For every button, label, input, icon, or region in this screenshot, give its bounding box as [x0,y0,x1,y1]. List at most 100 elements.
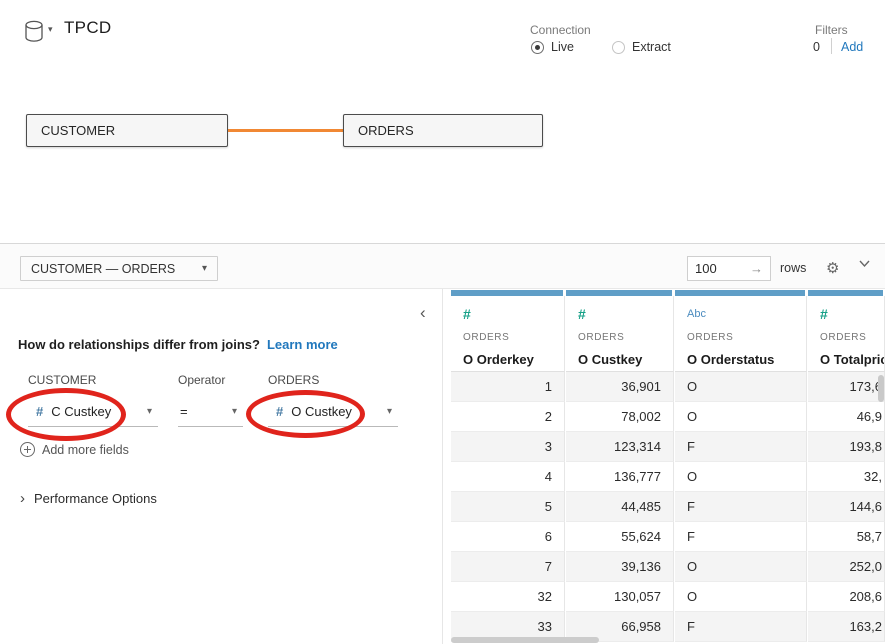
radio-extract[interactable]: Extract [612,40,671,54]
column-field-name: O Custkey [578,352,643,367]
filters-divider [831,38,832,54]
chevron-down-icon: ▾ [146,405,152,417]
number-type-icon: # [36,403,44,419]
operator-label: Operator [178,373,226,387]
text-type-icon: Abc [687,308,706,320]
canvas-table-orders-label: ORDERS [358,123,414,138]
column-accent-bar [675,290,805,296]
radio-live[interactable]: Live [531,40,574,54]
horizontal-scrollbar[interactable] [451,637,599,643]
radio-live-label: Live [551,40,574,54]
bottom-panel-toolbar: CUSTOMER — ORDERS ▾ → rows ⚙ [0,243,885,289]
grid-cell: 144,6 [808,492,885,522]
database-menu-caret-icon[interactable]: ▾ [48,24,53,34]
collapse-preview-chevron-icon[interactable] [858,257,871,275]
grid-cell: 46,9 [808,402,885,432]
grid-cell: O [675,552,807,582]
right-table-label: ORDERS [268,373,320,387]
column-accent-bar [808,290,883,296]
column-table-name: ORDERS [463,332,510,343]
number-type-icon: # [578,306,586,322]
rows-label: rows [780,261,807,275]
grid-cell: 7 [451,552,565,582]
grid-cell: 208,6 [808,582,885,612]
column-accent-bar [451,290,563,296]
column-header[interactable]: # ORDERS O Totalprice [808,296,885,372]
column-field-name: O Orderkey [463,352,534,367]
relationship-selector-value: CUSTOMER — ORDERS [31,261,176,276]
grid-cell: F [675,522,807,552]
left-table-label: CUSTOMER [28,373,97,387]
relationship-selector-dropdown[interactable]: CUSTOMER — ORDERS ▾ [20,256,218,281]
grid-column: Abc ORDERS O Orderstatus O O F O F F O O F [675,290,807,642]
grid-cell: O [675,402,807,432]
operator-value: = [180,403,188,419]
performance-options-toggle[interactable]: › Performance Options [20,490,157,507]
grid-cell: F [675,612,807,642]
grid-cell: 66,958 [566,612,674,642]
grid-cell: 44,485 [566,492,674,522]
vertical-scrollbar[interactable] [878,375,884,402]
grid-cell: 6 [451,522,565,552]
right-field-value: O Custkey [291,403,352,419]
column-table-name: ORDERS [820,332,867,343]
radio-unselected-icon[interactable] [612,40,625,54]
grid-cell: 123,314 [566,432,674,462]
grid-cell: 173,6 [808,372,885,402]
grid-cell: 1 [451,372,565,402]
apply-rows-arrow-icon[interactable]: → [750,261,763,276]
canvas-table-customer[interactable]: CUSTOMER [26,114,228,147]
chevron-down-icon: ▾ [231,405,237,417]
add-more-fields-label: Add more fields [42,442,129,457]
grid-cell: 78,002 [566,402,674,432]
grid-cell: O [675,372,807,402]
grid-cell: 2 [451,402,565,432]
grid-cell: 3 [451,432,565,462]
grid-cell: 5 [451,492,565,522]
filters-label: Filters [815,23,848,37]
column-header[interactable]: # ORDERS O Custkey [566,296,674,372]
radio-extract-label: Extract [632,40,671,54]
column-field-name: O Orderstatus [687,352,775,367]
grid-cell: 136,777 [566,462,674,492]
datasource-title[interactable]: TPCD [64,18,112,37]
plus-circle-icon [20,442,35,457]
column-header[interactable]: # ORDERS O Orderkey [451,296,565,372]
grid-cell: 36,901 [566,372,674,402]
operator-dropdown[interactable]: = ▾ [178,396,243,427]
grid-cell: 32, [808,462,885,492]
grid-cell: O [675,462,807,492]
relationship-noodle[interactable] [228,129,343,132]
database-icon[interactable] [24,20,44,48]
grid-cell: 130,057 [566,582,674,612]
column-table-name: ORDERS [687,332,734,343]
grid-column: # ORDERS O Totalprice 173,646,9193,832,144,… [808,290,885,642]
connection-label: Connection [530,23,591,37]
rows-count-input[interactable] [695,261,745,276]
number-type-icon: # [463,306,471,322]
column-table-name: ORDERS [578,332,625,343]
collapse-panel-icon[interactable]: ‹ [420,303,426,322]
filters-add-link[interactable]: Add [841,40,864,54]
gear-icon[interactable]: ⚙ [826,260,840,277]
right-field-dropdown[interactable]: # O Custkey ▾ [268,396,398,427]
performance-options-label: Performance Options [34,491,157,506]
relationship-editor-panel: ‹ How do relationships differ from joins… [0,289,443,644]
grid-cell: 32 [451,582,565,612]
grid-cell: O [675,582,807,612]
grid-cell: F [675,492,807,522]
canvas-table-orders[interactable]: ORDERS [343,114,543,147]
learn-more-link[interactable]: Learn more [266,337,338,352]
add-more-fields-button[interactable]: Add more fields [20,442,129,457]
radio-selected-icon[interactable] [531,40,544,54]
chevron-down-icon: ▾ [201,263,207,274]
filters-count: 0 [813,40,820,54]
column-header[interactable]: Abc ORDERS O Orderstatus [675,296,807,372]
left-field-dropdown[interactable]: # C Custkey ▾ [28,396,158,427]
chevron-right-icon: › [20,490,25,507]
grid-cell: 4 [451,462,565,492]
grid-column: # ORDERS O Orderkey 1 2 3 4 5 6 7 32 33 [451,290,565,642]
relationships-question-text: How do relationships differ from joins? L… [18,337,338,352]
grid-cell: 39,136 [566,552,674,582]
